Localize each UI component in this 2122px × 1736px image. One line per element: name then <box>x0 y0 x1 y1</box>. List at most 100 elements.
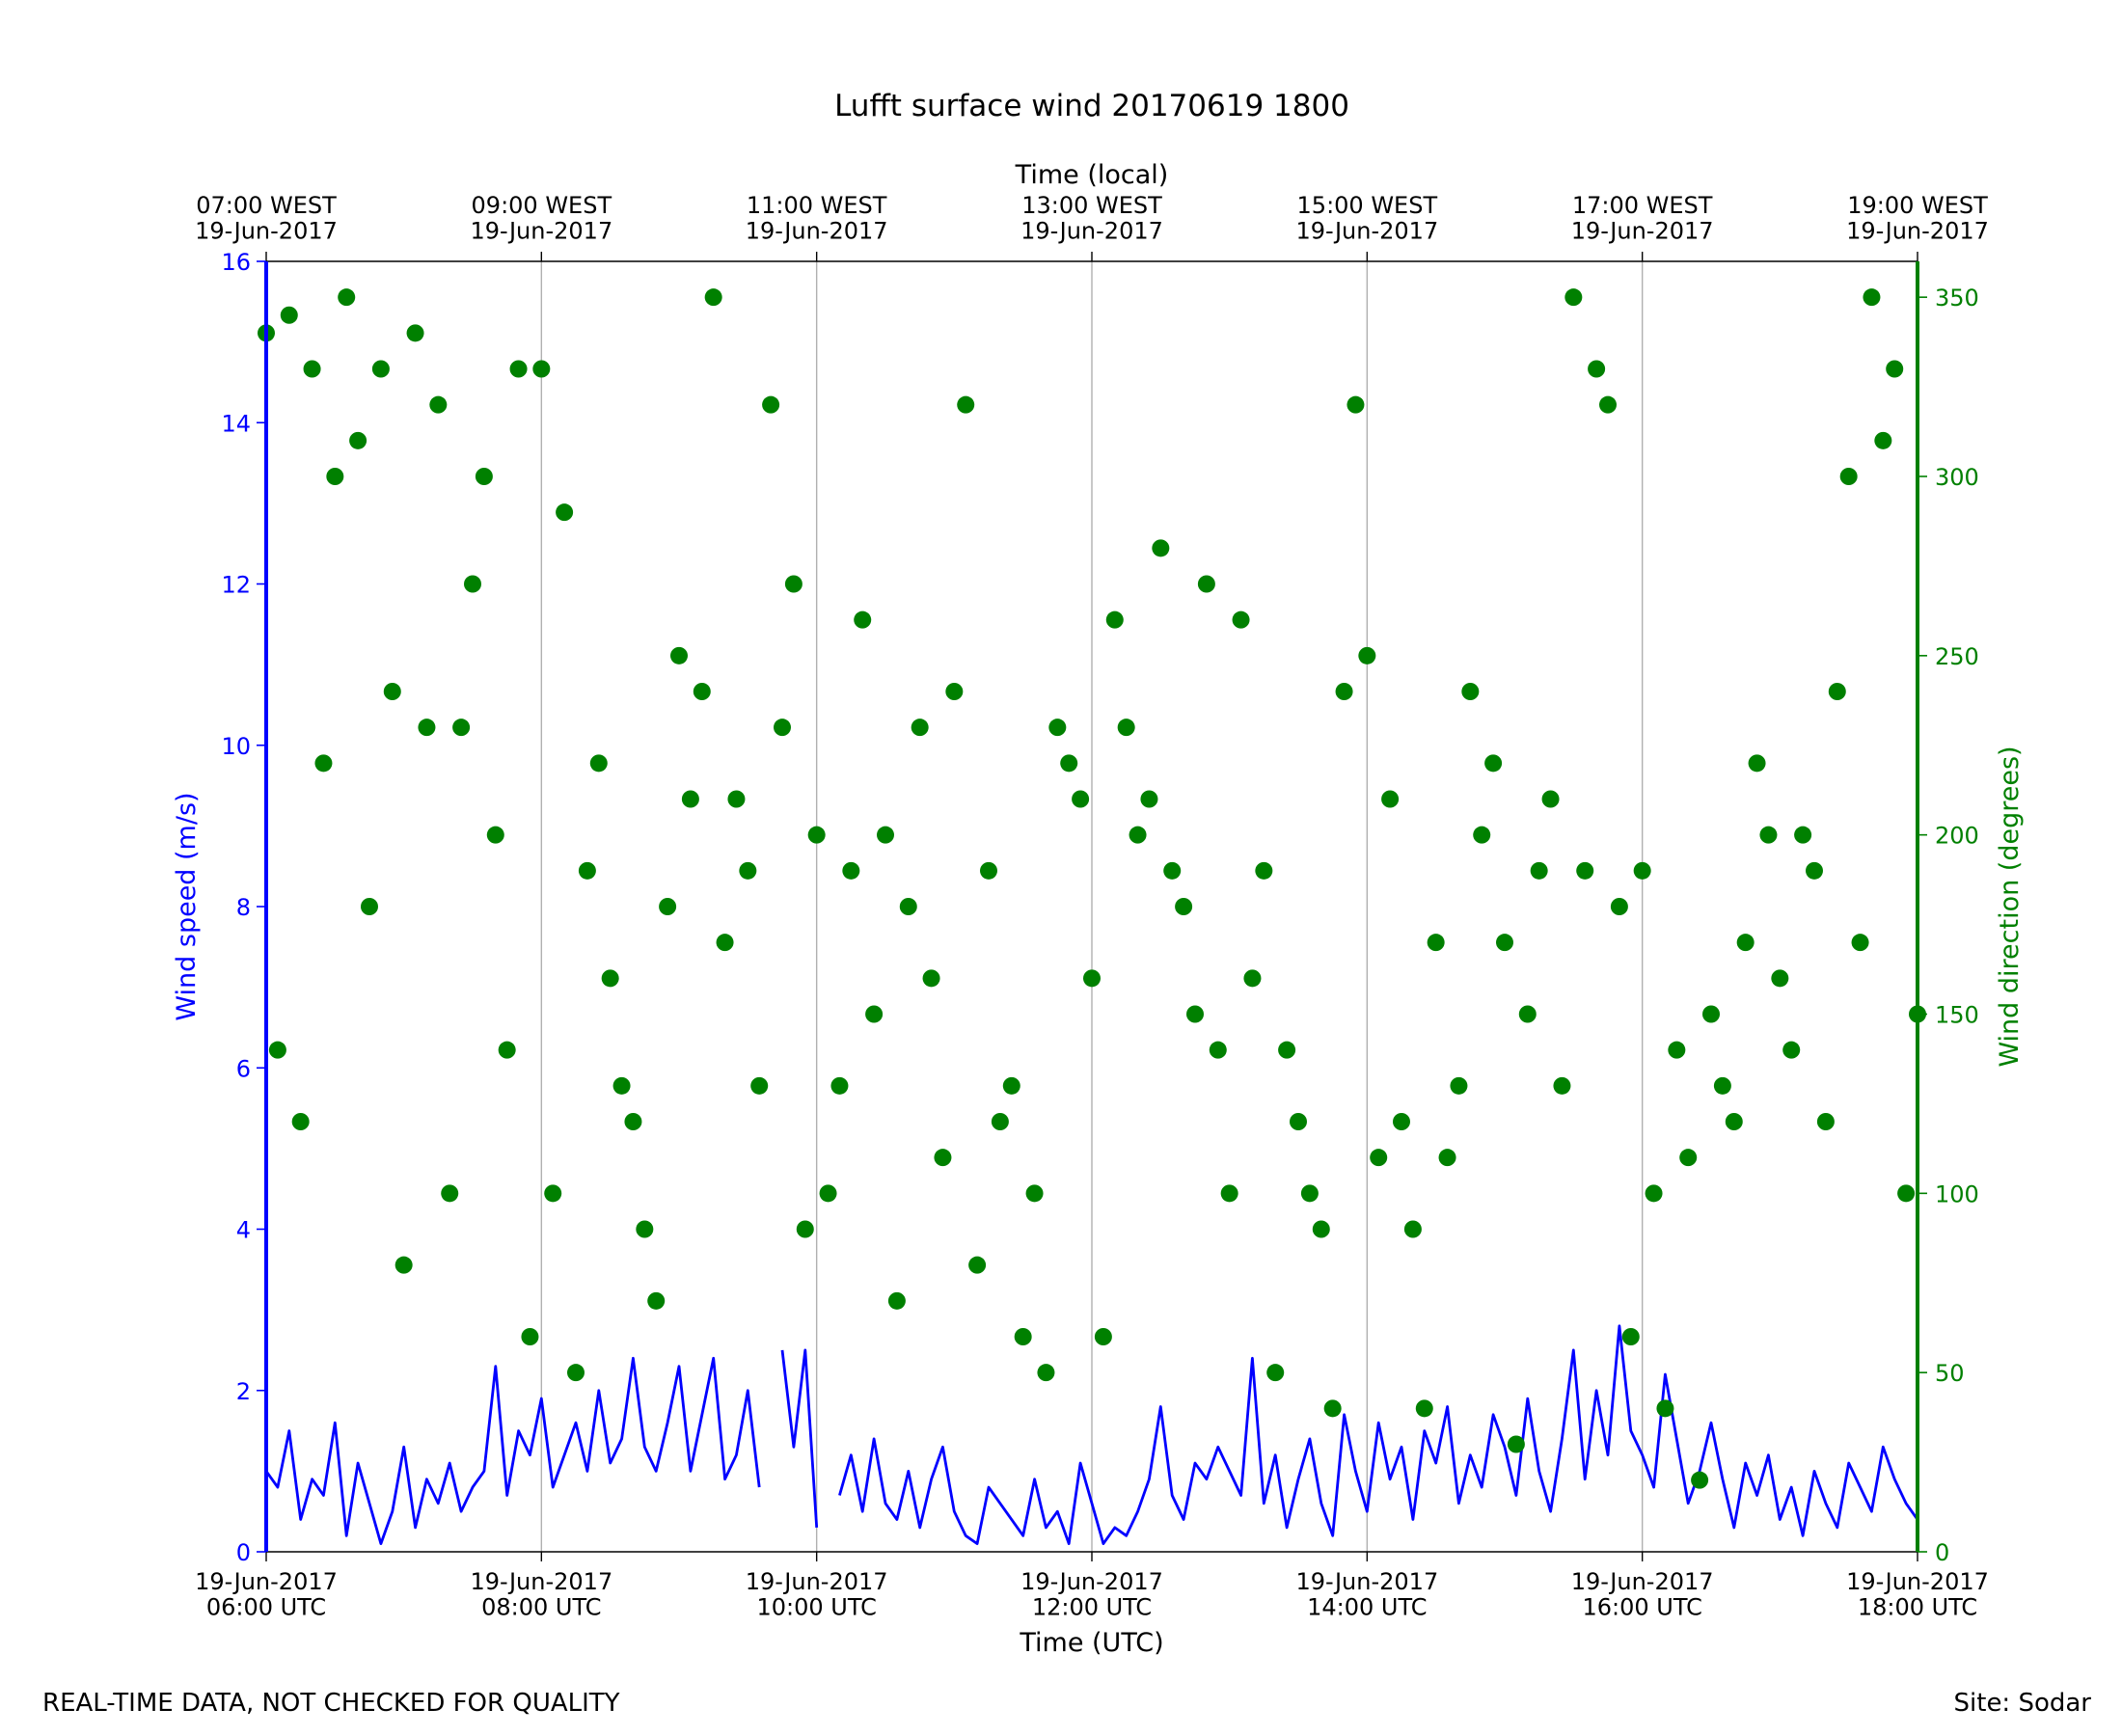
direction-point <box>750 1076 769 1095</box>
direction-point <box>314 754 333 773</box>
direction-point <box>1438 1149 1456 1167</box>
x-tick-label: 19-Jun-2017 10:00 UTC <box>746 1568 888 1620</box>
direction-point <box>1564 288 1583 307</box>
direction-point <box>556 503 574 522</box>
direction-point <box>980 861 997 880</box>
direction-point <box>693 683 711 700</box>
direction-point <box>1599 395 1617 414</box>
direction-point <box>1323 1399 1342 1418</box>
direction-point <box>612 1076 631 1095</box>
direction-point <box>1278 1041 1296 1059</box>
direction-point <box>899 898 917 915</box>
direction-point <box>1748 754 1766 773</box>
direction-point <box>1255 861 1273 880</box>
direction-point <box>945 683 964 700</box>
direction-point <box>922 969 940 988</box>
direction-point <box>441 1184 459 1203</box>
direction-point <box>1427 934 1445 952</box>
direction-point <box>1163 861 1182 880</box>
direction-point <box>968 1256 987 1274</box>
direction-point <box>280 306 298 324</box>
x2-tick-label: 17:00 WEST 19-Jun-2017 <box>1571 192 1714 244</box>
direction-point <box>1668 1041 1686 1059</box>
direction-point <box>521 1328 539 1345</box>
chart-title: Lufft surface wind 20170619 1800 <box>834 89 1349 123</box>
x-tick-label: 19-Jun-2017 14:00 UTC <box>1295 1568 1438 1620</box>
direction-point <box>1381 790 1400 808</box>
direction-point <box>418 719 436 737</box>
y2-tick-label: 250 <box>1935 643 1979 670</box>
direction-point <box>1415 1399 1433 1418</box>
direction-point <box>842 861 860 880</box>
speed-line <box>264 1324 1919 1545</box>
direction-point <box>509 360 528 378</box>
direction-point <box>601 969 619 988</box>
direction-point <box>796 1220 814 1238</box>
direction-point <box>1243 969 1262 988</box>
direction-point <box>1530 861 1548 880</box>
direction-point <box>1725 1113 1743 1130</box>
direction-point <box>716 934 734 952</box>
x-axis-label: Time (UTC) <box>1019 1628 1163 1658</box>
direction-point <box>704 288 722 307</box>
x2-tick-label: 19:00 WEST 19-Jun-2017 <box>1846 192 1989 244</box>
y2-tick-label: 50 <box>1935 1360 1965 1387</box>
direction-point <box>911 719 929 737</box>
direction-point <box>1713 1076 1731 1095</box>
direction-point <box>1771 969 1789 988</box>
x2-tick-label: 09:00 WEST 19-Jun-2017 <box>470 192 612 244</box>
direction-point <box>1025 1184 1044 1203</box>
direction-point <box>498 1041 516 1059</box>
direction-point <box>1507 1435 1525 1453</box>
direction-point <box>1816 1113 1835 1130</box>
direction-point <box>291 1113 310 1130</box>
direction-point <box>1403 1220 1422 1238</box>
direction-point <box>739 861 757 880</box>
direction-point <box>1576 861 1594 880</box>
direction-point <box>1290 1113 1307 1130</box>
y-tick-label: 14 <box>221 410 251 437</box>
direction-point <box>361 898 378 915</box>
direction-point <box>1863 288 1881 307</box>
x-tick-label: 19-Jun-2017 16:00 UTC <box>1571 1568 1714 1620</box>
direction-point <box>1851 934 1869 952</box>
direction-point <box>1473 826 1491 844</box>
y-tick-label: 6 <box>236 1055 251 1082</box>
direction-point <box>1679 1149 1698 1167</box>
direction-point <box>349 431 367 449</box>
direction-point <box>865 1005 884 1023</box>
footer-right: Site: Sodar <box>1954 1689 2092 1718</box>
direction-point <box>762 395 780 414</box>
direction-point <box>1048 719 1067 737</box>
direction-point <box>727 790 746 808</box>
direction-point <box>647 1291 666 1310</box>
direction-point <box>854 610 872 629</box>
direction-point <box>1094 1328 1112 1345</box>
direction-point <box>659 898 677 915</box>
direction-point <box>1450 1076 1468 1095</box>
direction-point <box>1370 1149 1388 1167</box>
direction-point <box>1129 826 1147 844</box>
direction-point <box>819 1184 837 1203</box>
direction-point <box>1266 1364 1285 1382</box>
direction-point <box>1358 646 1376 665</box>
direction-point <box>532 360 551 378</box>
direction-point <box>1886 360 1904 378</box>
direction-point <box>1197 575 1215 593</box>
direction-point <box>1553 1076 1571 1095</box>
direction-point <box>1072 790 1090 808</box>
direction-point <box>544 1184 562 1203</box>
direction-point <box>957 395 975 414</box>
direction-point <box>578 861 596 880</box>
direction-point <box>1588 360 1606 378</box>
x2-tick-label: 15:00 WEST 19-Jun-2017 <box>1295 192 1438 244</box>
direction-point <box>1794 826 1812 844</box>
direction-point <box>1874 431 1892 449</box>
direction-point <box>1175 898 1193 915</box>
direction-point <box>1782 1041 1801 1059</box>
direction-point <box>1393 1113 1410 1130</box>
y-axis-label: Wind speed (m/s) <box>172 792 202 1020</box>
direction-point <box>1645 1184 1663 1203</box>
